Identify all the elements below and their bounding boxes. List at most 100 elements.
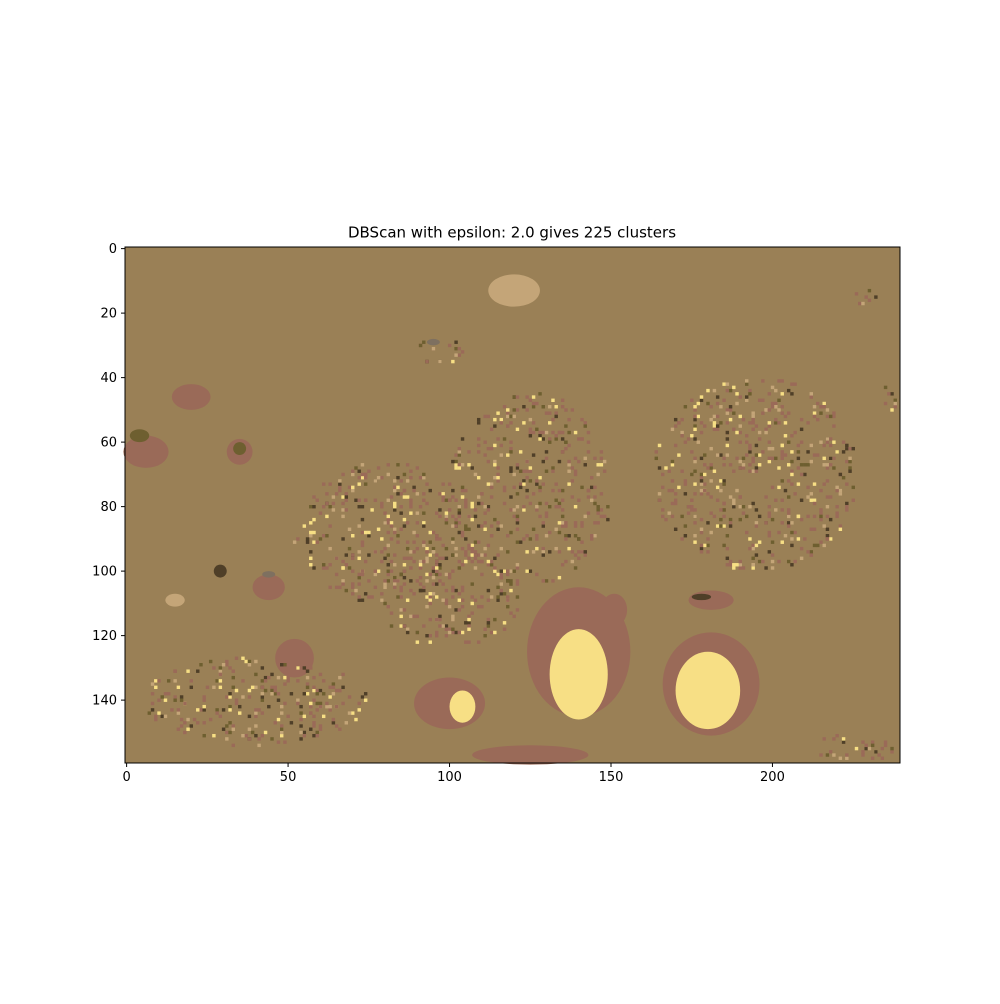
speckle-pixel: [883, 385, 888, 390]
speckle-pixel: [819, 517, 823, 522]
speckle-pixel: [806, 514, 810, 519]
speckle-pixel: [309, 711, 313, 715]
speckle-pixel: [673, 498, 678, 502]
speckle-pixel: [728, 495, 733, 499]
speckle-pixel: [173, 669, 177, 673]
speckle-pixel: [296, 701, 300, 706]
speckle-pixel: [693, 540, 697, 544]
speckle-pixel: [476, 417, 481, 422]
speckle-pixel: [677, 453, 681, 457]
speckle-pixel: [560, 524, 565, 528]
speckle-pixel: [444, 627, 449, 631]
speckle-pixel: [557, 550, 562, 554]
speckle-pixel: [451, 585, 455, 590]
speckle-pixel: [386, 572, 390, 577]
speckle-pixel: [599, 514, 604, 519]
speckle-pixel: [777, 559, 781, 564]
speckle-pixel: [351, 534, 355, 538]
speckle-pixel: [670, 514, 675, 519]
speckle-pixel: [506, 604, 510, 609]
speckle-pixel: [460, 534, 465, 538]
speckle-pixel: [845, 505, 849, 509]
speckle-pixel: [405, 521, 410, 525]
speckle-pixel: [467, 514, 471, 519]
speckle-pixel: [367, 530, 371, 535]
speckle-pixel: [835, 505, 839, 509]
speckle-pixel: [709, 417, 713, 422]
speckle-pixel: [415, 630, 420, 635]
speckle-pixel: [799, 472, 804, 477]
speckle-pixel: [338, 727, 342, 731]
speckle-pixel: [386, 563, 390, 567]
speckle-pixel: [260, 711, 265, 715]
speckle-pixel: [693, 492, 697, 496]
speckle-pixel: [357, 701, 361, 706]
speckle-pixel: [447, 572, 452, 577]
speckle-pixel: [531, 401, 536, 406]
speckle-pixel: [570, 408, 575, 412]
speckle-pixel: [764, 408, 768, 412]
y-tick-label: 60: [100, 436, 117, 451]
speckle-pixel: [396, 492, 400, 496]
speckle-pixel: [464, 559, 468, 564]
speckle-pixel: [854, 746, 859, 751]
speckle-pixel: [661, 485, 665, 490]
speckle-pixel: [260, 733, 265, 738]
speckle-pixel: [228, 730, 232, 735]
speckle-pixel: [422, 511, 426, 515]
speckle-pixel: [693, 514, 697, 519]
speckle-pixel: [596, 521, 600, 525]
speckle-pixel: [431, 346, 436, 351]
speckle-pixel: [522, 482, 526, 486]
speckle-pixel: [786, 388, 791, 393]
speckle-pixel: [673, 424, 678, 428]
speckle-pixel: [441, 495, 445, 499]
speckle-pixel: [363, 530, 368, 535]
speckle-pixel: [757, 437, 762, 441]
speckle-pixel: [451, 617, 455, 622]
speckle-pixel: [757, 398, 762, 402]
speckle-pixel: [509, 582, 513, 586]
speckle-pixel: [435, 595, 439, 599]
speckle-pixel: [341, 685, 345, 690]
speckle-pixel: [399, 492, 403, 496]
speckle-pixel: [686, 511, 691, 515]
speckle-pixel: [347, 527, 352, 531]
speckle-pixel: [425, 546, 429, 551]
speckle-pixel: [499, 575, 504, 580]
speckle-pixel: [451, 630, 455, 635]
speckle-pixel: [473, 550, 478, 554]
speckle-pixel: [580, 417, 584, 422]
speckle-pixel: [573, 524, 578, 528]
speckle-pixel: [460, 485, 465, 490]
speckle-pixel: [796, 514, 801, 519]
speckle-pixel: [351, 485, 355, 490]
speckle-pixel: [506, 453, 510, 457]
speckle-pixel: [157, 698, 161, 702]
speckle-pixel: [247, 663, 252, 667]
speckle-pixel: [583, 553, 587, 557]
speckle-pixel: [464, 550, 468, 554]
speckle-pixel: [670, 479, 675, 483]
speckle-pixel: [412, 559, 416, 564]
speckle-pixel: [489, 427, 494, 432]
speckle-pixel: [509, 414, 513, 419]
speckle-pixel: [312, 688, 316, 693]
speckle-pixel: [696, 401, 700, 406]
speckle-pixel: [483, 553, 487, 557]
speckle-pixel: [393, 479, 397, 483]
speckle-pixel: [186, 727, 190, 731]
speckle-pixel: [512, 514, 516, 519]
speckle-pixel: [861, 301, 865, 306]
speckle-pixel: [380, 592, 384, 596]
speckle-pixel: [409, 550, 413, 554]
speckle-pixel: [351, 582, 355, 586]
speckle-pixel: [357, 475, 361, 480]
speckle-pixel: [309, 505, 313, 509]
speckle-pixel: [509, 450, 513, 454]
speckle-pixel: [254, 659, 258, 664]
speckle-pixel: [506, 408, 510, 412]
speckle-pixel: [509, 588, 513, 593]
speckle-pixel: [363, 592, 368, 596]
speckle-pixel: [457, 346, 462, 351]
